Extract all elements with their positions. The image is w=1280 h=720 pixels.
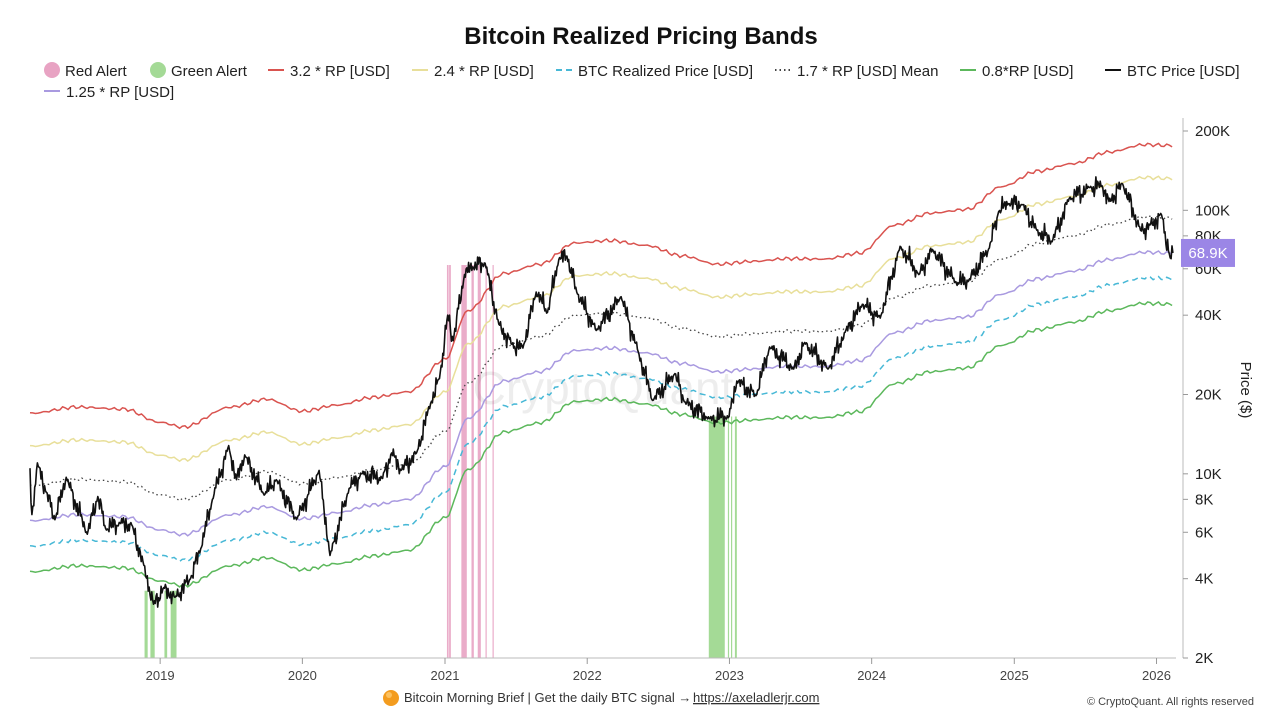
green-alert-bar-0 [144, 590, 148, 658]
band-lines [29, 142, 1173, 588]
y-tick-label-1: 100K [1195, 202, 1230, 219]
y-axis-label: Price ($) [1237, 362, 1254, 419]
red-alert-bar-3 [461, 265, 467, 658]
orange-coin-icon [383, 690, 399, 706]
current-price-badge: 68.9K [1181, 238, 1235, 267]
legend-swatch-1 [150, 62, 166, 78]
footer-link[interactable]: https://axeladlerjr.com [693, 690, 819, 705]
watermark: CryptoQuant [473, 362, 734, 414]
red-alert-bar-0 [446, 265, 449, 658]
orange-coin-icon-highlight [386, 692, 392, 698]
y-tick-label-5: 20K [1195, 387, 1222, 404]
band-line-5 [29, 301, 1173, 588]
x-axis-ticks: 2019 2020 2021 2022 2023 2024 2025 2026 [146, 658, 1171, 683]
band-line-0 [29, 142, 1173, 430]
y-tick-label-4: 40K [1195, 307, 1222, 324]
legend-swatch-0 [44, 62, 60, 78]
y-tick-label-6: 10K [1195, 466, 1222, 483]
footer: Bitcoin Morning Brief | Get the daily BT… [383, 690, 1254, 708]
red-alert-bar-7 [492, 265, 494, 658]
red-alert-bar-4 [471, 265, 474, 658]
green-alert-bar-7 [734, 416, 737, 658]
x-tick-label-0: 2019 [146, 668, 175, 683]
legend-label-5: 1.7 * RP [USD] Mean [797, 63, 938, 80]
btc-price-line [29, 176, 1174, 608]
current-price-badge-bg [1181, 238, 1235, 267]
y-tick-label-8: 6K [1195, 524, 1213, 541]
legend-label-3: 2.4 * RP [USD] [434, 63, 534, 80]
y-tick-label-7: 8K [1195, 491, 1213, 508]
legend-label-1: Green Alert [171, 63, 248, 80]
x-tick-label-6: 2025 [1000, 668, 1029, 683]
green-alert-bar-2 [164, 590, 168, 658]
band-line-3 [29, 250, 1173, 537]
y-tick-label-9: 4K [1195, 571, 1213, 588]
copyright-text: © CryptoQuant. All rights reserved [1087, 696, 1254, 708]
band-line-2 [29, 214, 1173, 502]
legend-label-4: BTC Realized Price [USD] [578, 63, 753, 80]
legend-label-6: 0.8*RP [USD] [982, 63, 1073, 80]
footer-brief-text: Bitcoin Morning Brief | Get the daily BT… [404, 690, 691, 705]
legend-label-7: BTC Price [USD] [1127, 63, 1240, 80]
legend: Red Alert Green Alert 3.2 * RP [USD] 2.4 * … [44, 62, 1240, 101]
red-alert-bar-6 [485, 265, 487, 658]
green-alert-bar-1 [150, 590, 155, 658]
legend-label-0: Red Alert [65, 63, 128, 80]
legend-label-2: 3.2 * RP [USD] [290, 63, 390, 80]
band-line-4 [29, 275, 1173, 563]
green-alert-bar-6 [731, 416, 733, 658]
x-tick-label-5: 2024 [857, 668, 886, 683]
current-price-badge-label: 68.9K [1188, 245, 1227, 262]
x-tick-label-4: 2023 [715, 668, 744, 683]
chart-title: Bitcoin Realized Pricing Bands [464, 23, 817, 50]
green-alert-bar-4 [708, 416, 725, 658]
y-tick-label-0: 200K [1195, 123, 1230, 140]
green-alert-bar-3 [170, 590, 177, 658]
band-line-1 [29, 175, 1173, 463]
price-line-group [29, 176, 1174, 608]
x-tick-label-1: 2020 [288, 668, 317, 683]
x-tick-label-2: 2021 [431, 668, 460, 683]
green-alert-bar-5 [727, 416, 730, 658]
x-tick-label-7: 2026 [1142, 668, 1171, 683]
legend-label-8: 1.25 * RP [USD] [66, 84, 174, 101]
y-tick-label-10: 2K [1195, 650, 1213, 667]
x-tick-label-3: 2022 [573, 668, 602, 683]
